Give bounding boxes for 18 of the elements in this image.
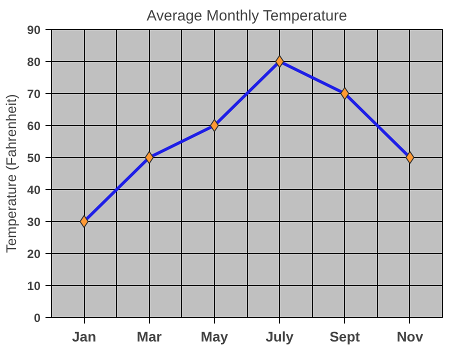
x-tick-label: May xyxy=(200,328,228,344)
y-tick-label: 30 xyxy=(27,215,41,229)
x-tick-label: Nov xyxy=(396,328,424,344)
y-tick-label: 60 xyxy=(27,119,41,133)
x-tick-label: Jan xyxy=(72,328,96,344)
y-tick-label: 10 xyxy=(27,279,41,293)
y-tick-label: 0 xyxy=(34,311,41,325)
x-tick-label: July xyxy=(266,328,294,344)
y-tick-label: 80 xyxy=(27,55,41,69)
chart-title: Average Monthly Temperature xyxy=(146,8,348,24)
y-tick-label: 50 xyxy=(27,151,41,165)
x-tick-label: Mar xyxy=(136,328,162,344)
y-axis-title: Temperature (Fahrenheit) xyxy=(3,94,20,253)
y-tick-label: 70 xyxy=(27,87,41,101)
y-tick-label: 90 xyxy=(27,23,41,37)
y-tick-label: 40 xyxy=(27,183,41,197)
y-tick-label: 20 xyxy=(27,247,41,261)
x-tick-label: Sept xyxy=(330,328,360,344)
